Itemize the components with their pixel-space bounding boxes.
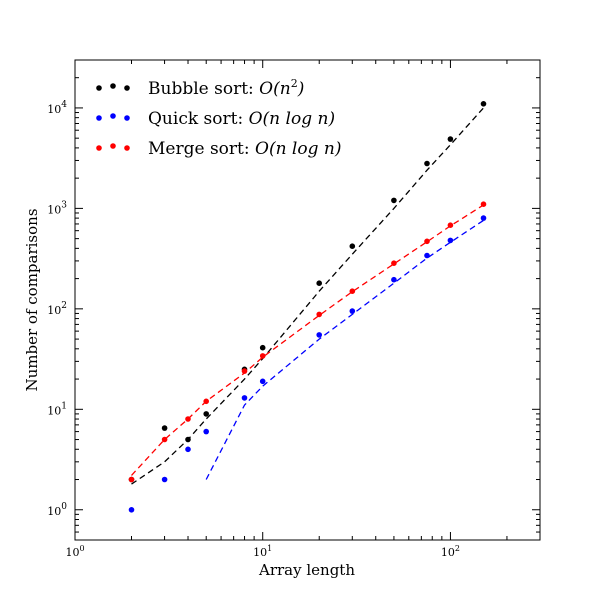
legend-marker xyxy=(110,143,116,149)
data-point-series-2 xyxy=(349,288,356,295)
data-point-series-1 xyxy=(203,428,209,435)
data-points xyxy=(128,101,487,513)
x-tick-label: 102 xyxy=(441,544,460,559)
data-point-series-0 xyxy=(161,425,168,431)
y-tick-label: 101 xyxy=(47,401,67,417)
plot-frame xyxy=(74,59,541,541)
data-point-series-0 xyxy=(391,197,397,204)
fit-line-series-0 xyxy=(131,107,484,485)
fit-line-series-2 xyxy=(131,204,484,476)
y-tick-label: 103 xyxy=(47,200,67,216)
data-point-series-2 xyxy=(424,238,430,245)
data-point-series-1 xyxy=(241,395,248,401)
fit-lines xyxy=(131,107,484,485)
fit-line-series-1 xyxy=(205,219,484,480)
data-point-series-0 xyxy=(316,280,323,287)
data-point-series-1 xyxy=(259,378,266,385)
data-point-series-0 xyxy=(259,344,266,351)
data-point-series-1 xyxy=(185,446,191,453)
data-point-series-2 xyxy=(391,260,397,267)
data-point-series-2 xyxy=(259,353,266,359)
data-point-series-2 xyxy=(203,398,209,405)
data-point-series-0 xyxy=(185,436,191,443)
data-point-series-2 xyxy=(316,311,323,318)
y-tick-label: 104 xyxy=(47,100,67,116)
data-point-series-2 xyxy=(185,416,191,422)
legend-marker xyxy=(124,115,130,121)
data-point-series-2 xyxy=(128,476,135,483)
legend-marker xyxy=(124,85,130,91)
data-point-series-2 xyxy=(241,368,248,374)
y-axis-label: Number of comparisons xyxy=(23,208,41,391)
y-tick-label: 102 xyxy=(47,301,67,317)
data-point-series-1 xyxy=(316,332,323,338)
legend-entry-1: Quick sort: O(n log n) xyxy=(148,109,335,129)
data-point-series-1 xyxy=(161,476,168,483)
data-point-series-1 xyxy=(447,237,454,244)
legend-marker xyxy=(124,145,130,151)
data-point-series-2 xyxy=(161,436,168,443)
legend: Bubble sort: O(n2) Quick sort: O(n log n)… xyxy=(96,77,341,159)
data-point-series-2 xyxy=(447,222,454,228)
data-point-series-2 xyxy=(480,201,487,207)
data-point-series-1 xyxy=(349,308,356,314)
data-point-series-0 xyxy=(424,160,430,167)
legend-marker xyxy=(96,115,102,121)
legend-entry-2: Merge sort: O(n log n) xyxy=(148,139,341,159)
data-point-series-1 xyxy=(128,507,135,513)
data-point-series-0 xyxy=(480,101,487,107)
data-point-series-0 xyxy=(203,411,209,417)
legend-marker xyxy=(96,145,102,151)
data-point-series-0 xyxy=(349,243,356,249)
x-axis-label: Array length xyxy=(258,561,355,579)
data-point-series-1 xyxy=(391,276,397,283)
data-point-series-1 xyxy=(424,252,430,259)
data-point-series-0 xyxy=(447,136,454,142)
data-point-series-1 xyxy=(480,215,487,221)
legend-marker xyxy=(110,113,116,119)
legend-marker xyxy=(96,85,102,91)
x-tick-label: 101 xyxy=(253,544,272,559)
legend-entry-0: Bubble sort: O(n2) xyxy=(148,77,304,99)
axes: 100 101 102 100 101 102 103 104 xyxy=(47,59,541,559)
y-tick-label: 100 xyxy=(47,502,67,518)
legend-marker xyxy=(110,83,116,89)
x-tick-label: 100 xyxy=(65,544,84,559)
